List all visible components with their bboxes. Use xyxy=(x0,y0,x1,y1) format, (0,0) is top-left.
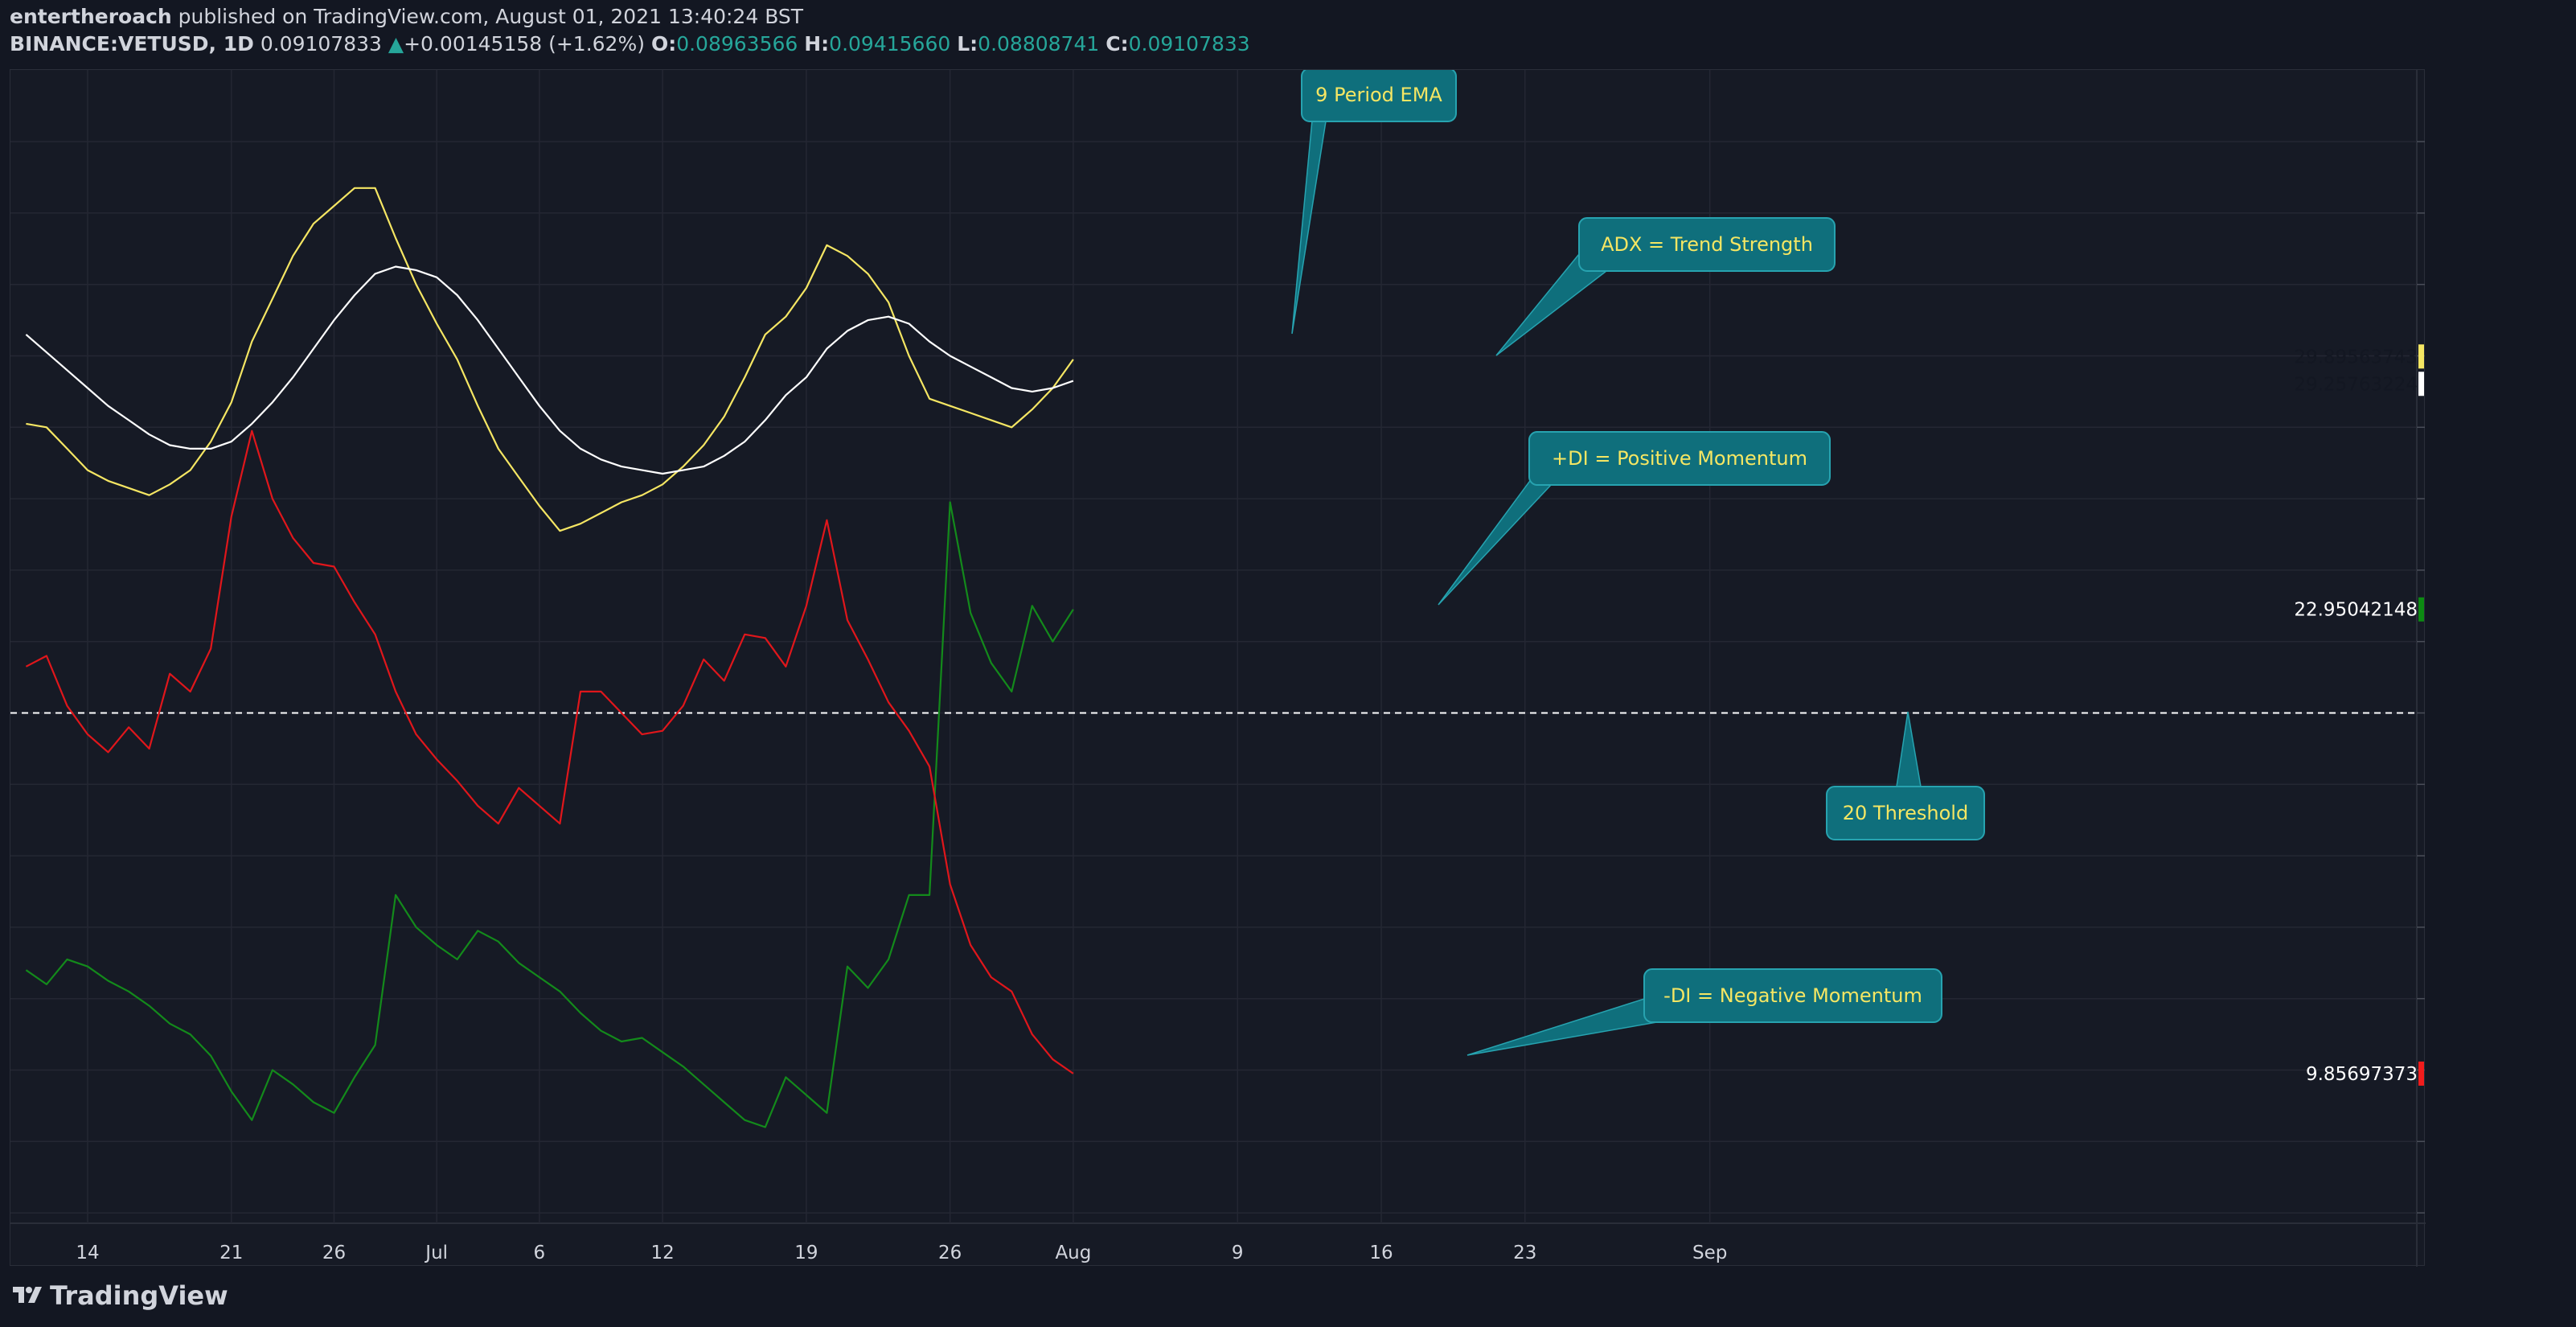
x-tick-label: Sep xyxy=(1692,1243,1727,1263)
series-line-adx xyxy=(26,187,1074,532)
x-tick-label: 14 xyxy=(76,1243,99,1263)
x-tick-label: 23 xyxy=(1513,1243,1536,1263)
price-change: +0.00145158 (+1.62%) xyxy=(404,32,645,55)
callout-box xyxy=(1826,786,1985,840)
low-label: L: xyxy=(957,32,978,55)
series-line--di xyxy=(25,501,1074,1128)
x-tick-label: 21 xyxy=(219,1243,243,1263)
series-line--di xyxy=(25,429,1074,1074)
x-tick-label: 26 xyxy=(938,1243,962,1263)
symbol-info-bar: BINANCE:VETUSD, 1D 0.09107833 ▲+0.001451… xyxy=(10,32,1250,55)
chart-canvas[interactable]: 6.000000008.0000000010.0000000012.000000… xyxy=(10,70,2426,1267)
x-tick-label: 16 xyxy=(1369,1243,1393,1263)
chart-panel[interactable]: 6.000000008.0000000010.0000000012.000000… xyxy=(10,69,2426,1267)
series-line-ema-9 xyxy=(25,265,1074,475)
price-badge-label: 29.89563743 xyxy=(2294,347,2418,368)
close-label: C: xyxy=(1105,32,1129,55)
close-value: 0.09107833 xyxy=(1128,32,1250,55)
price-badge-label: 22.95042148 xyxy=(2294,600,2418,621)
x-tick-label: Aug xyxy=(1055,1243,1091,1263)
x-tick-label: Jul xyxy=(424,1243,448,1263)
tradingview-footer: TradingView xyxy=(11,1280,228,1311)
price-badge-ema-9 xyxy=(2418,372,2424,396)
callout-box xyxy=(1528,431,1831,486)
callout-box xyxy=(1643,968,1942,1023)
callout-pointer xyxy=(1896,711,1922,787)
x-tick-label: 26 xyxy=(322,1243,346,1263)
callout-label: 9 Period EMA xyxy=(1315,84,1442,106)
callout-label: +DI = Positive Momentum xyxy=(1552,447,1807,470)
callout-pointer xyxy=(1438,470,1553,606)
x-tick-label: 12 xyxy=(650,1243,674,1263)
callout-pointer xyxy=(1466,998,1659,1056)
author-name[interactable]: entertheroach xyxy=(10,5,172,28)
callout-box xyxy=(1301,70,1457,122)
chart-header-title: entertheroach published on TradingView.c… xyxy=(10,5,803,28)
callout-box xyxy=(1578,217,1836,272)
price-badge-label: 9.85697373 xyxy=(2306,1064,2418,1085)
callout-pointer xyxy=(1291,110,1327,335)
x-tick-label: 19 xyxy=(794,1243,818,1263)
price-badge--di xyxy=(2418,1061,2424,1086)
open-label: O: xyxy=(650,32,677,55)
x-tick-label: 9 xyxy=(1232,1243,1244,1263)
symbol-label[interactable]: BINANCE:VETUSD, 1D xyxy=(10,32,254,55)
high-label: H: xyxy=(804,32,830,55)
tradingview-logo-icon xyxy=(13,1287,42,1303)
high-value: 0.09415660 xyxy=(829,32,951,55)
callout-label: ADX = Trend Strength xyxy=(1601,233,1813,256)
price-badge-label: 29.25763224 xyxy=(2294,374,2418,395)
publish-info: published on TradingView.com, August 01,… xyxy=(178,5,804,28)
open-value: 0.08963566 xyxy=(676,32,798,55)
callout-label: -DI = Negative Momentum xyxy=(1663,984,1922,1007)
change-up-icon: ▲ xyxy=(388,32,404,55)
price-badge-adx xyxy=(2418,344,2424,369)
price-badge--di xyxy=(2418,597,2424,622)
low-value: 0.08808741 xyxy=(978,32,1100,55)
tradingview-brand: TradingView xyxy=(50,1280,228,1311)
last-price: 0.09107833 xyxy=(260,32,382,55)
callout-label: 20 Threshold xyxy=(1843,802,1968,824)
x-tick-label: 6 xyxy=(534,1243,546,1263)
